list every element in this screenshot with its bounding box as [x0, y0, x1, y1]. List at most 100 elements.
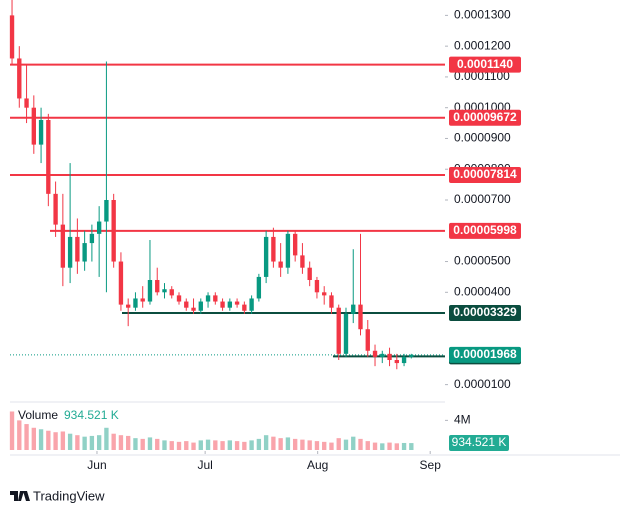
- x-tick-label: Jul: [197, 458, 212, 472]
- candle-body: [140, 298, 145, 302]
- candle-body: [409, 354, 414, 357]
- level-label-box: [449, 222, 521, 239]
- volume-bar: [24, 424, 29, 450]
- candle-body: [31, 107, 36, 145]
- brand-logo: [10, 491, 30, 501]
- volume-bar: [227, 440, 233, 450]
- volume-bar: [53, 432, 58, 450]
- volume-bar: [17, 420, 22, 450]
- volume-bar: [292, 438, 298, 450]
- candle-body: [336, 307, 341, 354]
- candle-body: [256, 276, 262, 299]
- volume-bar: [242, 441, 247, 450]
- candle-body: [60, 224, 66, 268]
- candle-body: [300, 255, 305, 268]
- candle-body: [162, 289, 167, 293]
- volume-bar: [96, 435, 102, 450]
- x-tick-label: Jun: [87, 458, 106, 472]
- candle-body: [372, 350, 378, 357]
- candle-body: [89, 233, 95, 244]
- candle-body: [176, 295, 182, 302]
- volume-bar: [278, 438, 283, 450]
- candle-body: [198, 301, 203, 311]
- volume-bar: [46, 430, 51, 450]
- volume-bar: [322, 441, 327, 450]
- volume-bar: [140, 438, 145, 450]
- level-label-box: [449, 56, 521, 73]
- volume-bar: [38, 429, 44, 450]
- volume-bar: [256, 438, 262, 450]
- level-label: 0.00005998: [453, 223, 517, 237]
- volume-bar: [271, 436, 276, 450]
- level-label: 0.00009672: [453, 110, 517, 124]
- candle-body: [9, 15, 15, 59]
- candle-body: [263, 236, 269, 277]
- candle-body: [17, 58, 22, 99]
- candle-body: [118, 261, 124, 305]
- candle-body: [96, 221, 102, 234]
- candle-body: [249, 298, 254, 311]
- candle-body: [184, 301, 189, 308]
- volume-bar: [300, 439, 305, 450]
- candle-body: [75, 236, 80, 262]
- candle-body: [67, 236, 73, 268]
- volume-bar: [147, 437, 153, 450]
- candle-body: [358, 304, 363, 330]
- volume-bar: [162, 440, 167, 450]
- candle-body: [147, 280, 153, 302]
- level-label-box: [449, 166, 521, 183]
- candle-body: [365, 329, 370, 351]
- volume-bar: [394, 443, 399, 450]
- volume-bar: [205, 439, 211, 450]
- volume-label: 934.521 K: [452, 435, 507, 449]
- volume-bar: [358, 438, 363, 450]
- candle-body: [111, 200, 116, 262]
- candle-body: [82, 243, 87, 262]
- candle-body: [104, 200, 109, 222]
- volume-bar: [198, 440, 203, 450]
- candle-body: [53, 193, 58, 225]
- y-tick-label: 0.0000900: [454, 131, 511, 145]
- volume-bar: [213, 440, 218, 450]
- volume-bar: [82, 436, 87, 450]
- volume-bar: [285, 437, 291, 450]
- volume-bar: [409, 443, 414, 450]
- price-label: 0.00001968: [453, 347, 517, 361]
- candle-body: [307, 267, 312, 280]
- y-tick-label: 0.0000400: [454, 284, 511, 298]
- candle-body: [394, 360, 399, 364]
- candle-body: [155, 280, 160, 293]
- volume-bar: [75, 435, 80, 450]
- volume-bar: [343, 439, 349, 450]
- brand-name: TradingView: [33, 488, 105, 503]
- y-tick-label: 0.0000100: [454, 377, 511, 391]
- candle-body: [242, 304, 247, 311]
- candle-body: [351, 304, 356, 314]
- volume-bar: [234, 441, 240, 450]
- candle-body: [24, 98, 29, 108]
- volume-bar: [126, 435, 131, 450]
- volume-bar: [329, 442, 334, 450]
- volume-bar: [380, 443, 385, 450]
- candle-body: [234, 301, 240, 305]
- candle-body: [380, 353, 385, 357]
- x-tick-label: Sep: [420, 458, 442, 472]
- candle-body: [220, 301, 225, 308]
- volume-bar: [118, 435, 124, 450]
- price-label-box: [449, 346, 521, 363]
- candle-body: [285, 233, 291, 268]
- level-label-box: [449, 109, 521, 126]
- volume-bar: [336, 438, 341, 450]
- candle-body: [401, 356, 407, 364]
- y-tick-label: 0.0000500: [454, 254, 511, 268]
- volume-label-box: [449, 435, 509, 451]
- volume-bar: [220, 441, 225, 450]
- volume-bar: [372, 442, 378, 450]
- volume-bar: [249, 440, 254, 450]
- volume-bar: [60, 431, 66, 450]
- candle-body: [213, 295, 218, 302]
- volume-bar: [184, 441, 189, 450]
- candle-body: [38, 120, 44, 145]
- volume-bar: [133, 438, 138, 450]
